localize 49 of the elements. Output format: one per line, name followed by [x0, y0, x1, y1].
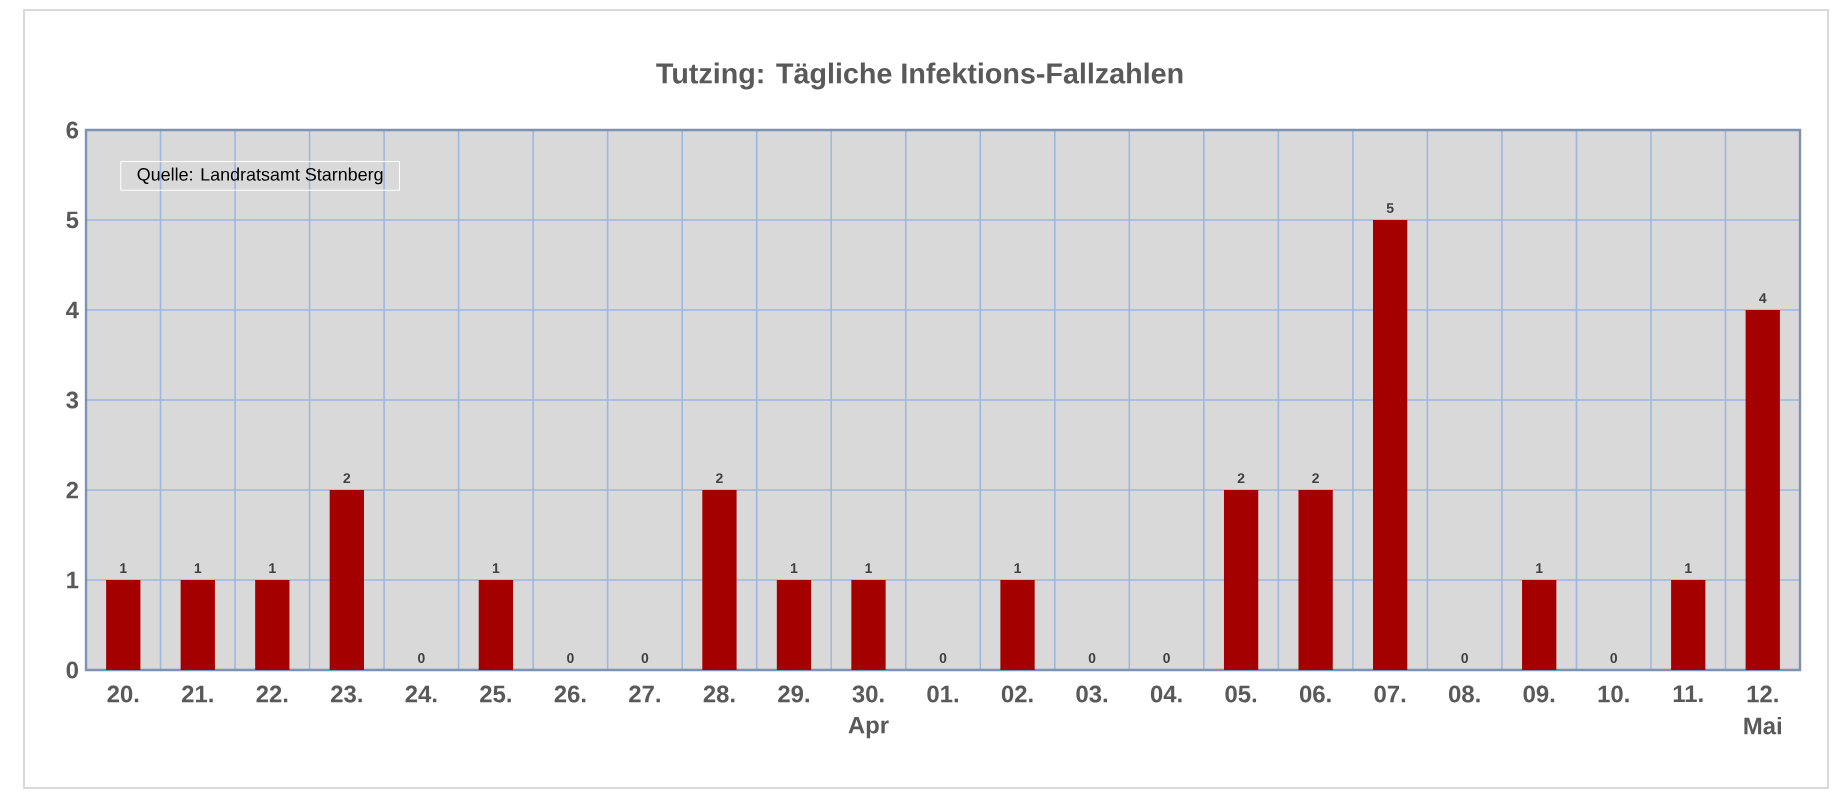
x-tick-label: 22.	[256, 685, 288, 703]
x-tick-label: 04.	[1150, 685, 1182, 703]
y-tick-label: 1	[67, 571, 79, 589]
x-tick-label: 08.	[1448, 685, 1480, 703]
y-tick-label: 0	[66, 661, 78, 679]
bar	[1373, 220, 1408, 670]
y-tick-label: 3	[66, 391, 79, 409]
x-tick-label: 26.	[554, 685, 586, 703]
x-tick-label: 11.	[1673, 685, 1703, 702]
bar	[776, 580, 812, 670]
bar	[702, 490, 737, 670]
x-tick-label: 23.	[331, 685, 362, 703]
x-tick-label: 10.	[1598, 685, 1629, 703]
bar	[180, 580, 215, 670]
x-tick-label: 12.	[1747, 685, 1778, 703]
bar	[1000, 580, 1035, 670]
x-tick-label: 06.	[1299, 685, 1331, 703]
x-tick-label: 07.	[1374, 685, 1406, 703]
x-tick-label: 24.	[405, 685, 437, 703]
x-tick-label: 28.	[703, 685, 735, 703]
bar	[1745, 310, 1780, 670]
bar	[1671, 580, 1706, 670]
x-tick-label: 29.	[778, 685, 809, 703]
x-tick-label: 21.	[182, 685, 213, 703]
bar	[1223, 490, 1259, 670]
x-tick-label: 09.	[1523, 685, 1555, 703]
x-tick-label: 05.	[1225, 685, 1257, 703]
x-tick-label: 25.	[480, 685, 511, 703]
bar	[106, 580, 141, 670]
bar	[1298, 490, 1333, 670]
x-tick-label: 30.	[852, 685, 884, 703]
chart-title: Tutzing: Tägliche Infektions-Fallzahlen	[656, 62, 1183, 90]
x-tick-label: 01.	[927, 685, 958, 703]
y-tick-label: 5	[66, 211, 79, 229]
text: Apr	[848, 716, 889, 739]
y-tick-label: 2	[66, 481, 79, 499]
bar	[851, 580, 886, 670]
x-tick-label: 03.	[1076, 685, 1108, 703]
x-tick-label: 02.	[1001, 685, 1033, 703]
bar	[255, 580, 290, 670]
bar	[478, 580, 514, 670]
annotation: Quelle: Landratsamt Starnberg	[137, 167, 383, 185]
x-tick-label: 20.	[107, 685, 139, 703]
text: Mai	[1744, 716, 1781, 735]
bar	[1522, 580, 1557, 670]
bar	[329, 490, 364, 670]
y-tick-label: 6	[66, 121, 79, 139]
y-tick-label: 4	[66, 301, 79, 319]
x-tick-label: 27.	[629, 685, 660, 703]
